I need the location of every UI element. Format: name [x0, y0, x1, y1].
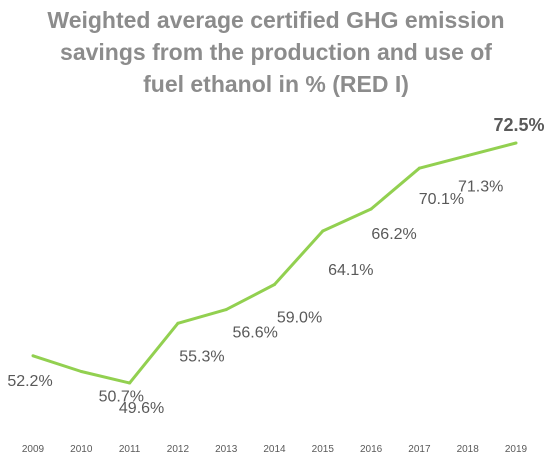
data-point-2010 [79, 369, 83, 373]
x-tick-label-2009: 2009 [22, 444, 45, 455]
data-label-2009: 52.2% [7, 373, 52, 390]
data-label-2010: 50.7% [99, 388, 144, 405]
data-point-2012 [176, 321, 180, 325]
data-point-2009 [31, 354, 35, 358]
data-point-2014 [273, 282, 276, 286]
x-tick-label-2017: 2017 [408, 444, 431, 455]
chart-title-line-2: savings from the production and use of [60, 39, 492, 65]
data-point-2013 [224, 308, 228, 312]
data-label-2019: 72.5% [493, 115, 544, 135]
data-label-2014: 59.0% [277, 309, 322, 326]
chart-title-line-3: fuel ethanol in % (RED I) [143, 71, 409, 97]
x-tick-label-2014: 2014 [263, 444, 286, 455]
data-label-2013: 56.6% [233, 325, 278, 342]
x-tick-label-2019: 2019 [505, 444, 528, 455]
x-tick-label-2013: 2013 [215, 444, 238, 455]
x-tick-label-2018: 2018 [457, 444, 480, 455]
data-point-2018 [466, 154, 470, 158]
data-label-2011: 49.6% [119, 400, 164, 417]
data-point-2017 [417, 166, 421, 170]
data-point-2016 [369, 207, 373, 211]
data-label-2017: 70.1% [419, 191, 464, 208]
data-point-2015 [321, 229, 325, 233]
data-point-2011 [128, 381, 132, 385]
data-point-2019 [514, 141, 518, 145]
chart-title: Weighted average certified GHG emission … [0, 4, 552, 100]
data-series-line [32, 141, 517, 385]
data-label-2016: 66.2% [371, 226, 416, 243]
data-label-2018: 71.3% [458, 179, 503, 196]
x-tick-label-2011: 2011 [119, 444, 141, 455]
x-tick-label-2010: 2010 [70, 444, 93, 455]
data-label-2012: 55.3% [179, 348, 224, 365]
x-tick-label-2015: 2015 [312, 444, 335, 455]
data-label-2015: 64.1% [328, 262, 373, 279]
x-tick-label-2016: 2016 [360, 444, 383, 455]
chart-title-line-1: Weighted average certified GHG emission [47, 7, 505, 33]
x-tick-label-2012: 2012 [167, 444, 190, 455]
